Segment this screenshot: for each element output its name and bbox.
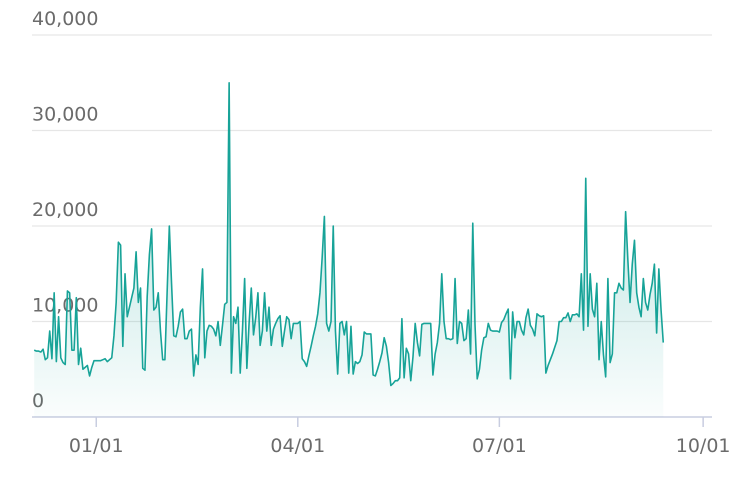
x-tick-label: 07/01 <box>472 435 527 457</box>
x-tick-label: 01/01 <box>69 435 124 457</box>
x-tick-label: 04/01 <box>270 435 325 457</box>
y-tick-label: 20,000 <box>32 199 98 221</box>
series-group <box>33 81 665 417</box>
y-tick-label: 10,000 <box>32 295 98 317</box>
y-tick-label: 30,000 <box>32 104 98 126</box>
series-line <box>33 81 665 387</box>
x-axis: 01/01 04/01 07/01 10/01 <box>69 417 730 457</box>
x-tick-label: 10/01 <box>676 435 730 457</box>
y-tick-label: 40,000 <box>32 8 98 30</box>
